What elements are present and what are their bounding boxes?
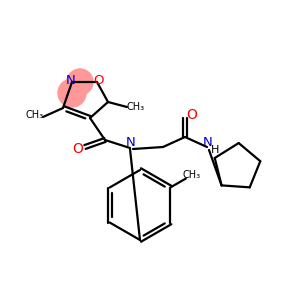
Text: O: O (73, 142, 83, 156)
Circle shape (58, 79, 86, 107)
Text: O: O (93, 74, 103, 88)
Text: CH₃: CH₃ (183, 170, 201, 181)
Text: H: H (211, 145, 219, 155)
Text: O: O (187, 108, 197, 122)
Circle shape (67, 69, 93, 95)
Text: N: N (203, 136, 213, 148)
Text: CH₃: CH₃ (127, 102, 145, 112)
Text: N: N (126, 136, 136, 149)
Text: CH₃: CH₃ (26, 110, 44, 120)
Text: N: N (66, 74, 76, 88)
